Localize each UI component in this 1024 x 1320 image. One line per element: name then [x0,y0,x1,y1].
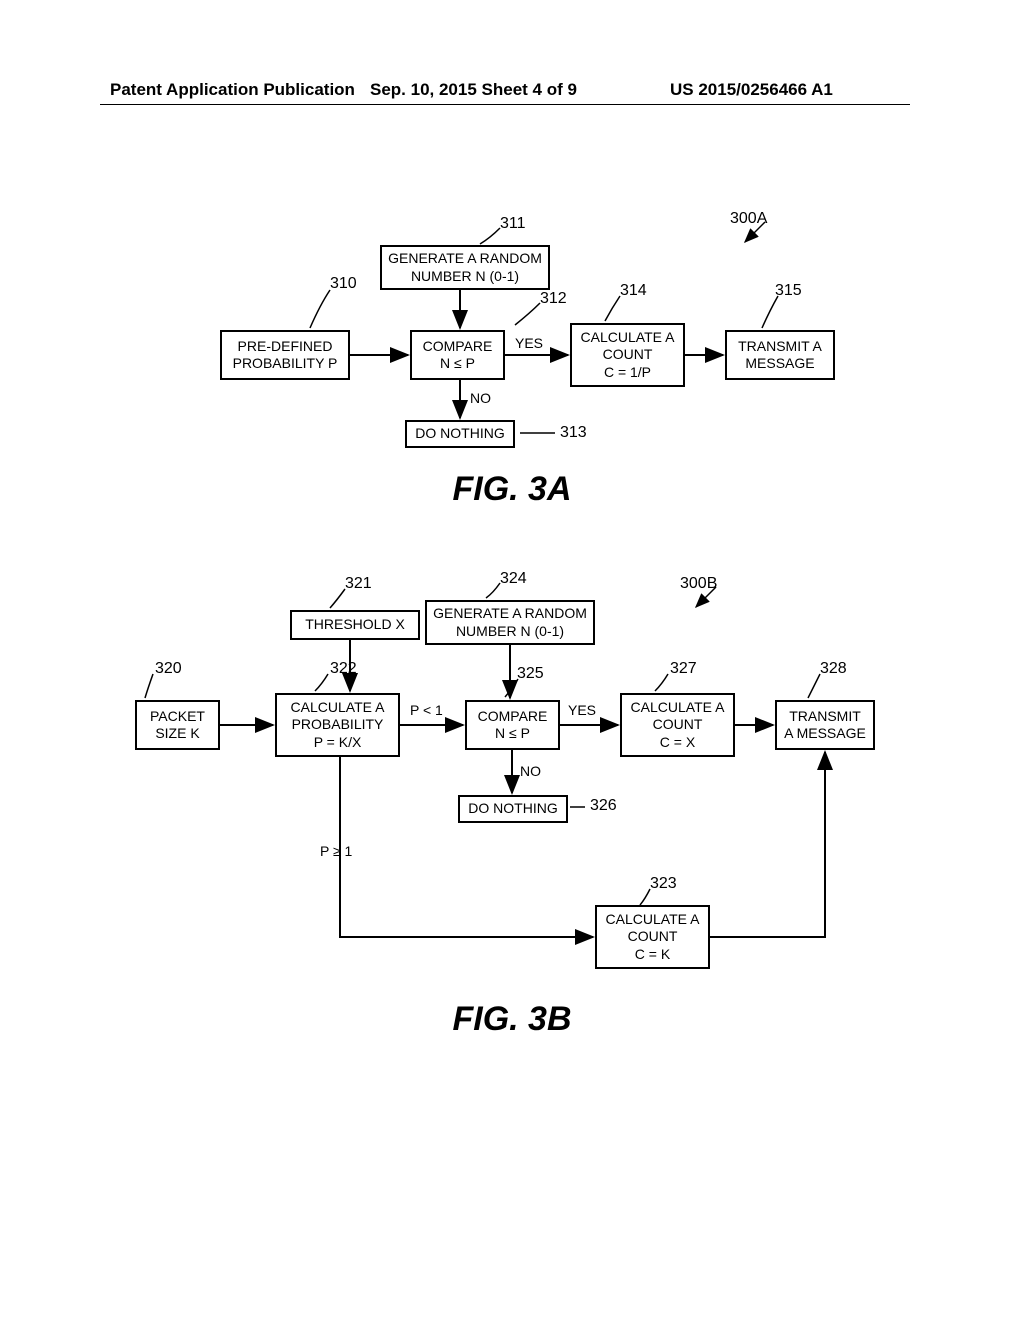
page: Patent Application Publication Sep. 10, … [0,0,1024,1320]
connectors [0,0,1024,1320]
